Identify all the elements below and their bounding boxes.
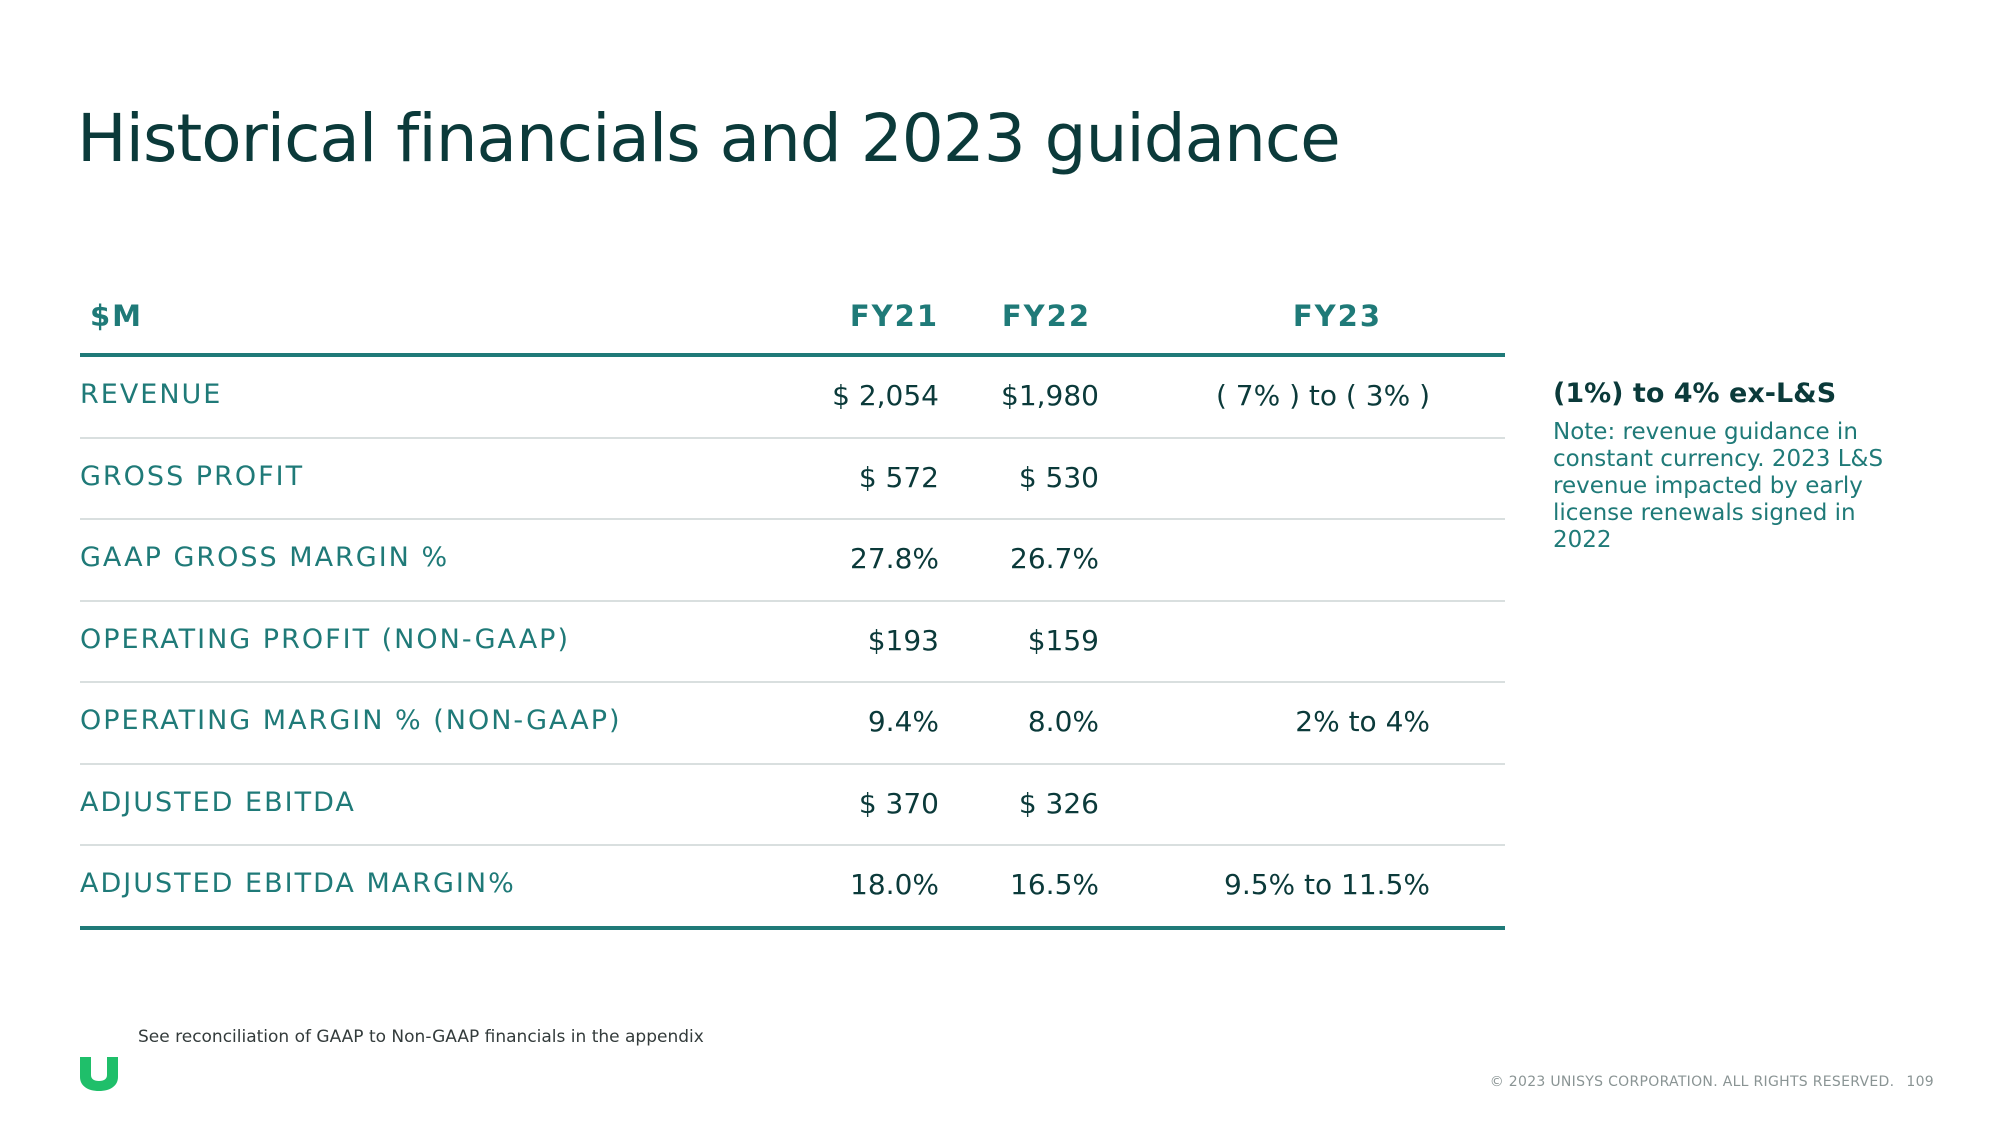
cell-fy21: $193 — [867, 623, 939, 657]
note-body: Note: revenue guidance in constant curre… — [1553, 419, 1884, 553]
cell-fy22: $ 326 — [1018, 786, 1099, 820]
table-row-gaap-gross-margin: GAAP GROSS MARGIN % 27.8% 26.7% — [80, 520, 1505, 602]
cell-fy21: $ 572 — [858, 460, 939, 494]
cell-fy23: ( 7% ) to ( 3% ) — [1215, 379, 1430, 412]
cell-fy21: 18.0% — [850, 868, 939, 901]
row-label: ADJUSTED EBITDA — [80, 786, 356, 818]
revenue-guidance-note: (1%) to 4% ex-L&S Note: revenue guidance… — [1553, 378, 1913, 554]
cell-fy22: 8.0% — [1027, 705, 1099, 738]
row-label: GAAP GROSS MARGIN % — [80, 542, 450, 573]
page-title: Historical financials and 2023 guidance — [77, 100, 1341, 177]
logo-shape — [80, 1057, 118, 1091]
cell-fy23: 2% to 4% — [1295, 705, 1430, 738]
table-row-adjusted-ebitda: ADJUSTED EBITDA $ 370 $ 326 — [80, 765, 1505, 846]
cell-fy21: 27.8% — [850, 542, 939, 575]
header-units: $M — [90, 299, 144, 333]
footnote: See reconciliation of GAAP to Non-GAAP f… — [138, 1027, 704, 1047]
row-label: GROSS PROFIT — [80, 460, 305, 492]
cell-fy21: 9.4% — [867, 705, 939, 738]
financials-table: $M FY21 FY22 FY23 REVENUE $ 2,054 $1,980… — [80, 285, 1505, 930]
cell-fy23: 9.5% to 11.5% — [1224, 868, 1430, 901]
table-body: REVENUE $ 2,054 $1,980 ( 7% ) to ( 3% ) … — [80, 357, 1505, 930]
table-row-adjusted-ebitda-margin: ADJUSTED EBITDA MARGIN% 18.0% 16.5% 9.5%… — [80, 846, 1505, 930]
copyright-footer: © 2023 UNISYS CORPORATION. ALL RIGHTS RE… — [1490, 1074, 1934, 1090]
row-label: OPERATING MARGIN % (NON-GAAP) — [80, 705, 622, 736]
page-number: 109 — [1906, 1074, 1934, 1090]
cell-fy21: $ 370 — [858, 786, 939, 820]
cell-fy22: 26.7% — [1010, 542, 1099, 575]
row-label: ADJUSTED EBITDA MARGIN% — [80, 868, 516, 899]
note-heading: (1%) to 4% ex-L&S — [1553, 378, 1837, 409]
row-label: REVENUE — [80, 379, 223, 410]
header-fy22: FY22 — [1001, 299, 1091, 333]
unisys-u-logo-icon — [80, 1057, 118, 1091]
cell-fy22: $159 — [1027, 623, 1099, 657]
table-header-row: $M FY21 FY22 FY23 — [80, 285, 1505, 357]
cell-fy22: 16.5% — [1010, 868, 1099, 901]
cell-fy22: $1,980 — [1001, 379, 1099, 412]
table-row-revenue: REVENUE $ 2,054 $1,980 ( 7% ) to ( 3% ) — [80, 357, 1505, 439]
table-row-operating-profit: OPERATING PROFIT (NON-GAAP) $193 $159 — [80, 602, 1505, 683]
cell-fy21: $ 2,054 — [832, 379, 939, 412]
cell-fy22: $ 530 — [1018, 460, 1099, 494]
table-row-gross-profit: GROSS PROFIT $ 572 $ 530 — [80, 439, 1505, 520]
copyright-text: © 2023 UNISYS CORPORATION. ALL RIGHTS RE… — [1489, 1074, 1895, 1090]
header-fy23: FY23 — [1292, 299, 1382, 333]
header-fy21: FY21 — [849, 299, 939, 333]
table-row-operating-margin: OPERATING MARGIN % (NON-GAAP) 9.4% 8.0% … — [80, 683, 1505, 765]
row-label: OPERATING PROFIT (NON-GAAP) — [80, 623, 570, 655]
